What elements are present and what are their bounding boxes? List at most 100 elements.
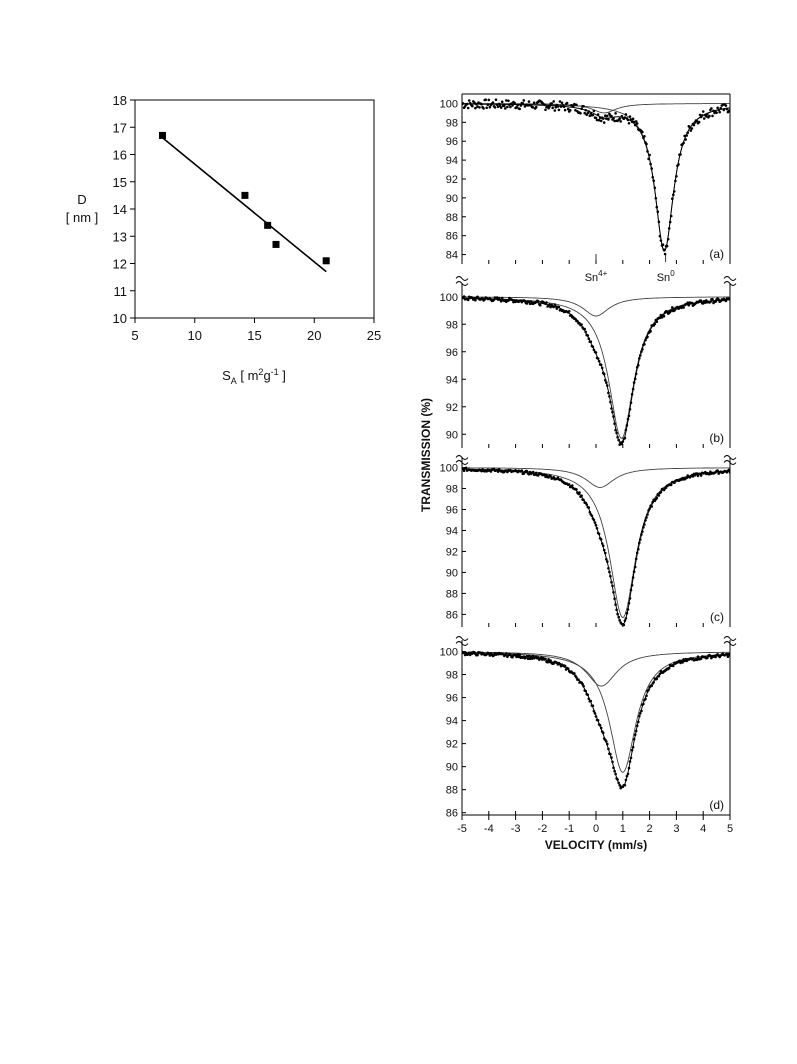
data-point xyxy=(628,115,632,118)
data-point xyxy=(264,221,272,229)
data-point xyxy=(573,102,576,106)
y-axis-title: D xyxy=(77,192,86,207)
y-tick-label: 96 xyxy=(446,347,458,359)
spectrum-panel-b: 90 92 94 96 98 100 (b) xyxy=(440,283,737,465)
data-point xyxy=(614,112,617,115)
data-point xyxy=(711,114,714,118)
fit-line xyxy=(160,136,327,273)
data-point xyxy=(468,653,472,657)
fit-total xyxy=(462,468,730,626)
data-point xyxy=(516,653,519,656)
data-point xyxy=(466,298,470,302)
data-point xyxy=(547,658,550,661)
y-tick-label: 12 xyxy=(113,257,127,272)
data-point xyxy=(557,108,561,112)
data-point xyxy=(546,660,549,664)
data-point xyxy=(563,108,567,112)
data-point xyxy=(686,301,689,305)
data-points xyxy=(462,98,730,256)
data-point xyxy=(509,105,512,109)
data-point xyxy=(594,116,598,120)
data-point xyxy=(531,470,535,474)
y-tick-label: 13 xyxy=(113,229,127,244)
y-axis-unit: [ nm ] xyxy=(66,210,99,225)
data-point xyxy=(158,131,166,139)
data-point xyxy=(643,135,646,138)
data-point xyxy=(484,98,488,101)
x-tick-label: 0 xyxy=(593,823,599,835)
data-point xyxy=(602,121,606,124)
y-tick-label: 86 xyxy=(446,609,458,621)
y-tick-label: 94 xyxy=(446,525,458,537)
x-axis-title: SA [ m2g-1 ] xyxy=(222,367,286,386)
data-point xyxy=(525,302,529,305)
data-point xyxy=(599,119,603,123)
data-point xyxy=(566,107,570,111)
y-tick-label: 92 xyxy=(446,546,458,558)
y-axis-title: TRANSMISSION (%) xyxy=(419,398,433,512)
x-tick-label: 2 xyxy=(647,823,653,835)
x-tick-label: 20 xyxy=(307,328,321,343)
data-point xyxy=(531,106,535,109)
data-point xyxy=(539,303,542,307)
data-point xyxy=(473,101,476,104)
y-tick-label: 88 xyxy=(446,212,458,224)
data-point xyxy=(554,105,558,109)
data-point xyxy=(467,99,471,102)
data-point xyxy=(464,466,468,470)
data-point xyxy=(527,473,531,476)
data-point xyxy=(689,129,693,132)
data-point xyxy=(476,105,479,108)
x-tick-label: 10 xyxy=(188,328,202,343)
spectrum-panel-d: 86 88 90 92 94 96 98 100 (d) xyxy=(440,640,731,820)
data-point xyxy=(583,111,586,115)
data-point xyxy=(701,110,705,113)
y-tick-label: 94 xyxy=(446,716,458,728)
y-tick-label: 98 xyxy=(446,319,458,331)
x-tick-label: 4 xyxy=(700,823,706,835)
data-point xyxy=(696,655,700,658)
data-point xyxy=(595,118,599,122)
data-point xyxy=(558,100,562,103)
data-point xyxy=(527,654,531,658)
data-point xyxy=(635,122,639,125)
data-point xyxy=(499,300,503,303)
data-point xyxy=(522,99,526,102)
y-tick-label: 92 xyxy=(446,402,458,414)
data-point xyxy=(627,122,631,125)
fit-component-1 xyxy=(462,297,730,439)
data-point xyxy=(500,296,504,300)
y-tick-label: 88 xyxy=(446,785,458,797)
data-point xyxy=(631,117,635,121)
data-point xyxy=(518,107,521,111)
data-point xyxy=(526,657,530,660)
data-point xyxy=(476,653,479,657)
data-point xyxy=(612,117,615,120)
y-tick-label: 17 xyxy=(113,120,127,135)
mossbauer-spectra-chart: 84 86 88 90 92 94 96 98 100 (a) 90 92 94 96 98 100 (b) 86… xyxy=(419,93,737,852)
data-point xyxy=(618,117,621,120)
data-point xyxy=(506,105,509,109)
data-point xyxy=(520,469,524,472)
data-point xyxy=(241,191,249,199)
size-vs-surface-area-chart: 10 11 12 13 14 15 16 17 18 5 10 15 20 25 D [ nm ] SA [ m… xyxy=(66,93,381,386)
sn0-marker-label: Sn0 xyxy=(657,269,675,284)
data-point xyxy=(592,109,596,113)
data-point xyxy=(474,298,477,302)
data-point xyxy=(588,114,592,118)
y-tick-label: 14 xyxy=(113,202,127,217)
x-tick-label: 3 xyxy=(673,823,679,835)
data-point xyxy=(699,299,703,303)
y-tick-label: 92 xyxy=(446,174,458,186)
data-point xyxy=(505,652,508,655)
y-tick-label: 100 xyxy=(440,292,458,304)
data-point xyxy=(613,119,616,123)
data-point xyxy=(634,120,638,123)
data-point xyxy=(485,106,489,110)
data-point xyxy=(466,106,470,110)
data-point xyxy=(552,100,555,103)
y-tick-label: 100 xyxy=(440,647,458,659)
data-point xyxy=(544,108,547,112)
data-point xyxy=(513,101,516,105)
